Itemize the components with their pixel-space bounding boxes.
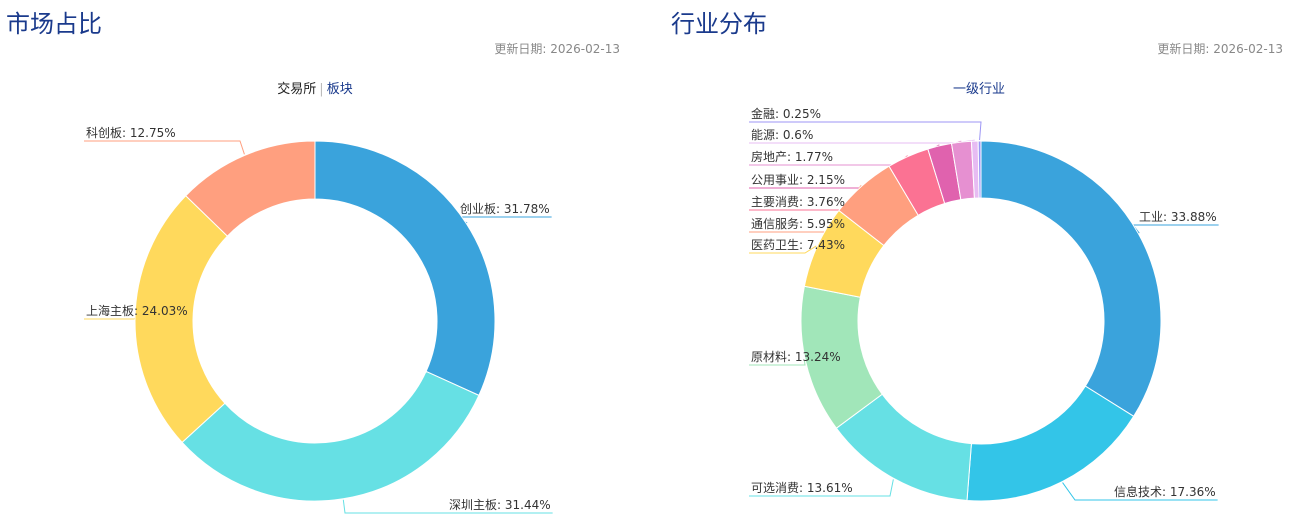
industry-subtitle-wrap: 一级行业 xyxy=(665,78,1293,97)
market-share-title: 市场占比 xyxy=(6,10,102,38)
industry-donut-chart: 工业: 33.88% 信息技术: 17.36% 可选消费: 13.61% 原材料: 1… xyxy=(749,106,1219,502)
industry-level-subtitle[interactable]: 一级行业 xyxy=(952,82,1005,97)
market-slice-0[interactable] xyxy=(314,140,496,397)
market-share-donut-chart: 创业板: 31.78% 深圳主板: 31.44% 上海主板: 24.03% 科创板: … xyxy=(84,126,553,514)
industry-label-2: 可选消费: 13.61% xyxy=(751,481,853,495)
market-share-update-date: 更新日期: 2026-02-13 xyxy=(494,42,620,56)
industry-slice-10[interactable] xyxy=(977,140,982,199)
industry-leader-10 xyxy=(749,121,982,141)
tab-exchange[interactable]: 交易所 xyxy=(277,82,317,97)
industry-leader-1 xyxy=(1062,482,1218,501)
market-leader-0 xyxy=(454,216,552,224)
market-label-0: 创业板: 31.78% xyxy=(460,202,550,216)
industry-label-0: 工业: 33.88% xyxy=(1139,210,1217,224)
industry-distribution-panel: 行业分布 更新日期: 2026-02-13 一级行业 工业: 33.88% 信息技… xyxy=(665,0,1293,519)
market-leader-1 xyxy=(342,499,553,514)
market-label-3: 科创板: 12.75% xyxy=(86,126,176,140)
industry-label-9: 能源: 0.6% xyxy=(751,128,813,142)
market-share-panel: 市场占比 更新日期: 2026-02-13 交易所 | 板块 创业板: 31.78%… xyxy=(0,0,630,519)
industry-label-8: 房地产: 1.77% xyxy=(751,149,833,164)
industry-slice-0[interactable] xyxy=(980,140,1162,417)
industry-slice-1[interactable] xyxy=(966,385,1135,502)
industry-label-5: 通信服务: 5.95% xyxy=(751,216,845,231)
market-slice-2[interactable] xyxy=(134,195,229,444)
industry-label-6: 主要消费: 3.76% xyxy=(751,195,845,209)
industry-distribution-title: 行业分布 xyxy=(671,10,767,38)
market-label-1: 深圳主板: 31.44% xyxy=(449,498,551,512)
industry-label-10: 金融: 0.25% xyxy=(751,106,821,121)
industry-leader-2 xyxy=(749,479,894,497)
market-share-tab-bar: 交易所 | 板块 xyxy=(0,78,630,97)
industry-leader-3 xyxy=(749,360,806,366)
industry-label-3: 原材料: 13.24% xyxy=(751,350,841,364)
industry-leader-0 xyxy=(1131,224,1219,234)
industry-label-1: 信息技术: 17.36% xyxy=(1114,484,1216,499)
tab-board[interactable]: 板块 xyxy=(326,82,353,97)
industry-label-4: 医药卫生: 7.43% xyxy=(751,238,845,252)
market-leader-3 xyxy=(84,140,245,155)
industry-label-7: 公用事业: 2.15% xyxy=(751,173,845,187)
market-label-2: 上海主板: 24.03% xyxy=(86,303,188,318)
industry-distribution-update-date: 更新日期: 2026-02-13 xyxy=(1157,42,1283,56)
market-slice-3[interactable] xyxy=(185,140,316,237)
market-slice-1[interactable] xyxy=(181,370,480,502)
tab-separator: | xyxy=(319,82,324,97)
industry-leader-4 xyxy=(749,245,817,254)
